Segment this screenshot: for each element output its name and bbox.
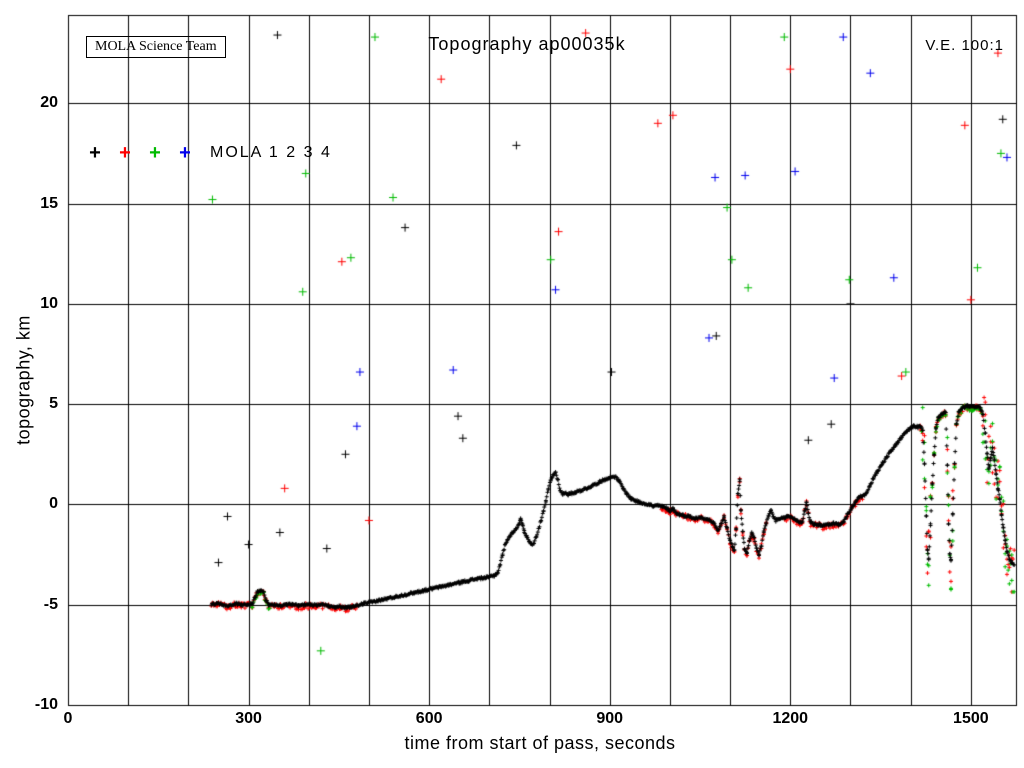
- y-tick-label: -10: [34, 696, 58, 713]
- y-tick-label: 10: [40, 294, 58, 312]
- x-axis-label: time from start of pass, seconds: [404, 733, 676, 753]
- y-tick-label: 0: [49, 495, 58, 513]
- team-label: MOLA Science Team: [86, 36, 226, 58]
- legend-marker-icon: +: [149, 141, 161, 164]
- legend-marker-icon: +: [89, 141, 101, 164]
- x-tick-label: 1500: [953, 710, 989, 727]
- vertical-exaggeration-label: V.E. 100:1: [925, 37, 1004, 54]
- y-tick-label: -5: [43, 595, 58, 613]
- y-tick-label: 20: [40, 94, 58, 112]
- x-tick-label: 1200: [772, 710, 809, 727]
- legend-label: MOLA 1 2 3 4: [210, 144, 332, 161]
- y-tick-label: 5: [49, 395, 58, 413]
- legend-marker-icon: +: [119, 141, 131, 164]
- x-tick-label: 900: [596, 710, 624, 727]
- chart-title: Topography ap00035k: [428, 34, 626, 54]
- legend-markers: + + + +: [80, 143, 200, 164]
- x-tick-label: 300: [235, 710, 262, 727]
- x-tick-label: 0: [63, 710, 73, 727]
- x-tick-label: 600: [415, 710, 443, 727]
- y-axis-label: topography, km: [13, 315, 34, 445]
- legend-marker-icon: +: [179, 141, 191, 164]
- y-tick-label: 15: [40, 194, 58, 212]
- legend: + + + + MOLA 1 2 3 4: [80, 142, 332, 164]
